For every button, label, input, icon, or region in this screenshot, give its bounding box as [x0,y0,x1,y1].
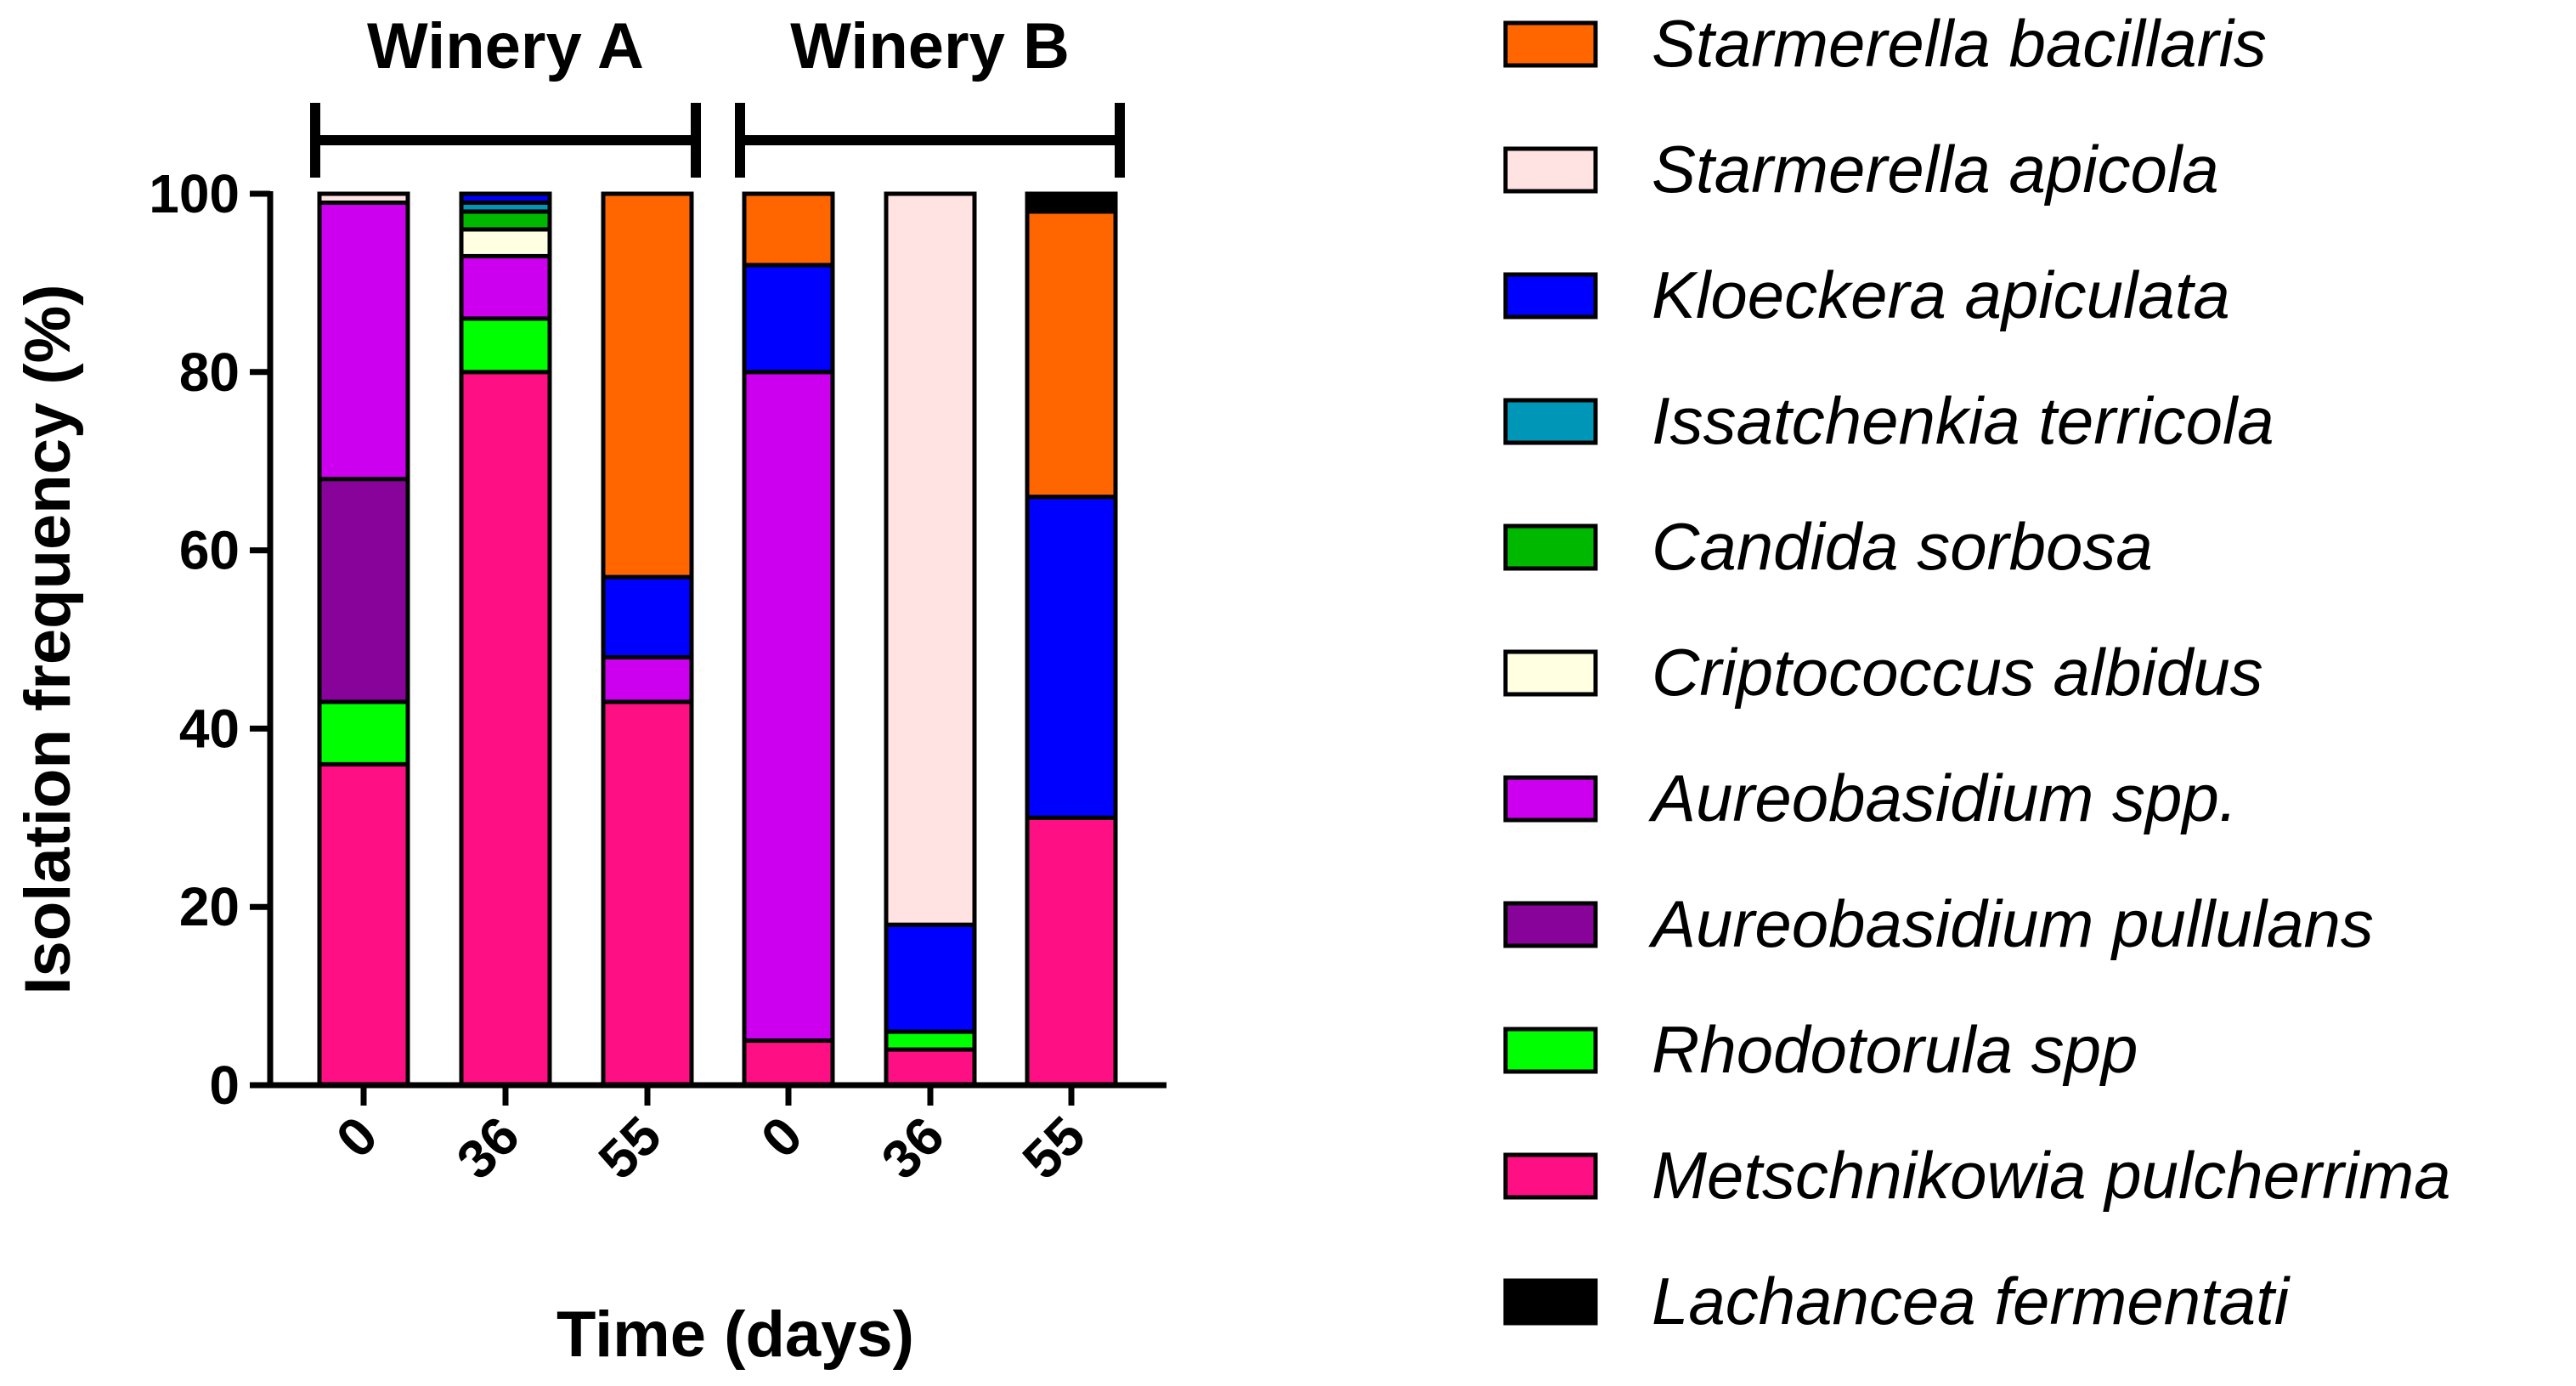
legend: Starmerella bacillaris Starmerella apicol… [1503,6,2451,1338]
legend-swatch-lachancea-fermentati [1503,1278,1598,1326]
bar-segment-aureobasidium-spp-0 [317,200,410,482]
legend-swatch-aureobasidium-pullulans [1503,901,1598,948]
bar-segment-metschnikowia-pulcherrima-5 [1025,815,1118,1088]
bar-segment-candida-sorbosa-1 [459,209,552,232]
legend-label-criptococcus-albidus: Criptococcus albidus [1652,635,2263,710]
bars-layer [317,191,1118,1088]
bar-segment-starmerella-bacillaris-5 [1025,209,1118,500]
bar-segment-rhodotorula-spp-4 [884,1029,977,1052]
axes-layer: 0 20 40 60 80 100 0 36 55 0 36 55 Isolation frequenc… [12,163,1167,1371]
bar-segment-kloeckera-apiculata-4 [884,922,977,1034]
y-tick-label: 80 [179,342,240,403]
bar-segment-metschnikowia-pulcherrima-4 [884,1047,977,1088]
bar-segment-aureobasidium-spp-1 [459,253,552,321]
bar-segment-kloeckera-apiculata-5 [1025,495,1118,820]
bar-segment-kloeckera-apiculata-1 [459,191,552,205]
legend-swatch-metschnikowia-pulcherrima [1503,1152,1598,1200]
group-label-winery-b: Winery B [790,10,1070,82]
x-tick-label: 0 [325,1105,389,1169]
legend-label-starmerella-apicola: Starmerella apicola [1652,132,2219,206]
group-label-winery-a: Winery A [367,10,644,82]
legend-label-aureobasidium-pullulans: Aureobasidium pullulans [1648,886,2374,961]
bar-segment-starmerella-apicola-0 [317,191,410,205]
legend-label-rhodotorula-spp: Rhodotorula spp [1652,1012,2138,1087]
bar-segment-metschnikowia-pulcherrima-2 [601,699,694,1088]
legend-label-starmerella-bacillaris: Starmerella bacillaris [1652,6,2267,81]
y-tick-label: 60 [179,520,240,581]
y-tick-label: 100 [149,163,240,224]
bar-segment-rhodotorula-spp-1 [459,316,552,375]
legend-label-candida-sorbosa: Candida sorbosa [1652,509,2153,584]
legend-swatch-aureobasidium-spp [1503,775,1598,823]
x-tick-label: 55 [1011,1105,1097,1191]
legend-swatch-candida-sorbosa [1503,523,1598,571]
bar-segment-starmerella-apicola-4 [884,191,977,927]
x-tick-label: 36 [445,1105,531,1191]
x-tick-label: 55 [587,1105,673,1191]
bar-segment-metschnikowia-pulcherrima-1 [459,370,552,1088]
bar-segment-metschnikowia-pulcherrima-3 [742,1038,835,1088]
bar-segment-criptococcus-albidus-1 [459,227,552,258]
group-brackets: Winery A Winery B [310,10,1125,178]
x-axis-title: Time (days) [556,1298,914,1371]
y-tick-label: 40 [179,698,240,759]
legend-label-kloeckera-apiculata: Kloeckera apiculata [1652,257,2230,332]
legend-label-metschnikowia-pulcherrima: Metschnikowia pulcherrima [1652,1138,2451,1213]
bar-segment-starmerella-bacillaris-3 [742,191,835,268]
x-tick-label: 36 [870,1105,956,1191]
y-tick-label: 0 [209,1055,240,1116]
legend-swatch-kloeckera-apiculata [1503,272,1598,320]
bar-segment-lachancea-fermentati-5 [1025,191,1118,214]
legend-label-lachancea-fermentati: Lachancea fermentati [1652,1264,2291,1338]
x-tick-label: 0 [749,1105,814,1169]
legend-label-aureobasidium-spp: Aureobasidium spp. [1648,761,2237,835]
legend-swatch-criptococcus-albidus [1503,649,1598,697]
legend-swatch-starmerella-bacillaris [1503,20,1598,68]
y-tick-label: 20 [179,876,240,937]
bar-segment-aureobasidium-spp-3 [742,370,835,1044]
bar-segment-metschnikowia-pulcherrima-0 [317,761,410,1088]
y-axis-title: Isolation frequency (%) [12,284,84,994]
legend-label-issatchenkia-terricola: Issatchenkia terricola [1652,383,2274,458]
legend-swatch-starmerella-apicola [1503,146,1598,194]
legend-swatch-rhodotorula-spp [1503,1027,1598,1074]
bar-segment-kloeckera-apiculata-2 [601,574,694,659]
legend-swatch-issatchenkia-terricola [1503,398,1598,445]
bar-segment-rhodotorula-spp-0 [317,699,410,767]
bar-segment-aureobasidium-spp-2 [601,654,694,704]
bar-segment-aureobasidium-pullulans-0 [317,477,410,704]
bar-segment-starmerella-bacillaris-2 [601,191,694,580]
bar-segment-kloeckera-apiculata-3 [742,263,835,375]
